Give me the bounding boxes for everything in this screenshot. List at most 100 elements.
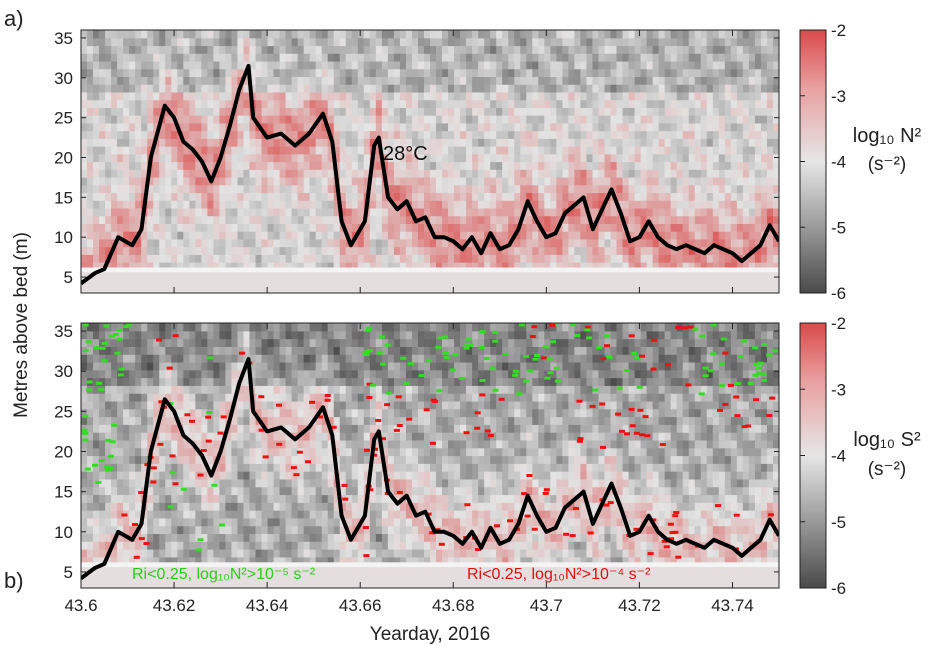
heatmap-cell (333, 84, 341, 93)
heatmap-cell (508, 115, 515, 124)
heatmap-cell (219, 455, 227, 464)
heatmap-cell (243, 84, 251, 93)
heatmap-cell (700, 223, 708, 232)
heatmap-cell (375, 76, 383, 85)
heatmap-cell (423, 246, 431, 255)
heatmap-cell (490, 107, 497, 116)
heatmap-cell (99, 510, 106, 519)
heatmap-cell (207, 502, 214, 511)
heatmap-cell (159, 377, 166, 386)
heatmap-cell (363, 68, 371, 78)
heatmap-cell (111, 76, 118, 85)
heatmap-cell (219, 517, 227, 527)
heatmap-cell (754, 262, 762, 271)
heatmap-cell (381, 91, 389, 101)
heatmap-cell (466, 84, 473, 93)
heatmap-cell (550, 223, 557, 232)
heatmap-cell (520, 122, 527, 132)
heatmap-cell (93, 84, 100, 93)
heatmap-cell (393, 122, 401, 132)
heatmap-cell (147, 517, 154, 527)
heatmap-cell (345, 269, 353, 279)
heatmap-cell (255, 115, 263, 124)
heatmap-cell (664, 122, 672, 132)
heatmap-cell (508, 254, 515, 263)
heatmap-cell (694, 200, 702, 209)
heatmap-cell (273, 122, 281, 132)
heatmap-cell (640, 130, 648, 139)
heatmap-cell (279, 99, 287, 108)
heatmap-cell (189, 184, 196, 194)
heatmap-cell (189, 486, 196, 496)
heatmap-cell (147, 510, 154, 519)
heatmap-cell (339, 238, 347, 248)
heatmap-cell (255, 238, 263, 248)
heatmap-cell (123, 115, 130, 124)
heatmap-cell (279, 45, 287, 54)
heatmap-cell (231, 330, 239, 340)
heatmap-cell (213, 76, 220, 85)
heatmap-cell (243, 439, 251, 449)
heatmap-cell (345, 277, 353, 286)
heatmap-cell (189, 330, 196, 340)
heatmap-cell (748, 277, 756, 286)
heatmap-cell (442, 138, 449, 147)
heatmap-cell (417, 184, 425, 194)
heatmap-cell (189, 99, 196, 108)
heatmap-cell (622, 238, 630, 248)
heatmap-cell (399, 254, 407, 263)
heatmap-cell (81, 285, 88, 293)
x-ticks-a (80, 30, 733, 293)
heatmap-cell (177, 580, 184, 588)
heatmap-cell (592, 91, 600, 101)
heatmap-cell (141, 60, 148, 70)
heatmap-cell (177, 200, 184, 209)
heatmap-cell (183, 556, 190, 566)
heatmap-cell (652, 84, 660, 93)
heatmap-cell (105, 53, 112, 62)
heatmap-cell (526, 277, 533, 286)
heatmap-cell (436, 238, 443, 248)
heatmap-cell (159, 525, 166, 535)
heatmap-cell (201, 122, 208, 132)
heatmap-cell (201, 510, 208, 519)
heatmap-cell (652, 60, 660, 70)
heatmap-cell (153, 122, 160, 132)
heatmap-cell (387, 176, 395, 186)
heatmap-cell (652, 91, 660, 101)
heatmap-cell (670, 192, 678, 201)
heatmap-cell (339, 37, 347, 47)
heatmap-cell (267, 68, 275, 78)
heatmap-cell (117, 107, 124, 116)
heatmap-cell (718, 184, 726, 194)
heatmap-cell (183, 369, 190, 379)
heatmap-cell (297, 122, 305, 132)
heatmap-cell (333, 285, 341, 293)
heatmap-cell (508, 192, 515, 201)
heatmap-cell (496, 161, 503, 170)
heatmap-cell (333, 231, 341, 240)
heatmap-cell (526, 285, 533, 293)
heatmap-cell (213, 37, 220, 47)
heatmap-cell (688, 30, 696, 39)
heatmap-cell (640, 30, 648, 39)
heatmap-cell (123, 30, 130, 39)
heatmap-cell (357, 169, 365, 178)
heatmap-cell (273, 76, 281, 85)
heatmap-cell (117, 115, 124, 124)
heatmap-cell (177, 231, 184, 240)
heatmap-cell (93, 107, 100, 116)
heatmap-cell (604, 45, 612, 54)
heatmap-cell (165, 138, 172, 147)
heatmap-cell (466, 269, 473, 279)
heatmap-cell (544, 262, 551, 271)
heatmap-cell (436, 269, 443, 279)
heatmap-cell (177, 494, 184, 503)
heatmap-cell (249, 223, 257, 232)
heatmap-cell (760, 37, 768, 47)
heatmap-cell (213, 200, 220, 209)
heatmap-cell (219, 130, 227, 139)
heatmap-cell (442, 238, 449, 248)
heatmap-a (81, 30, 779, 293)
heatmap-cell (682, 107, 690, 116)
